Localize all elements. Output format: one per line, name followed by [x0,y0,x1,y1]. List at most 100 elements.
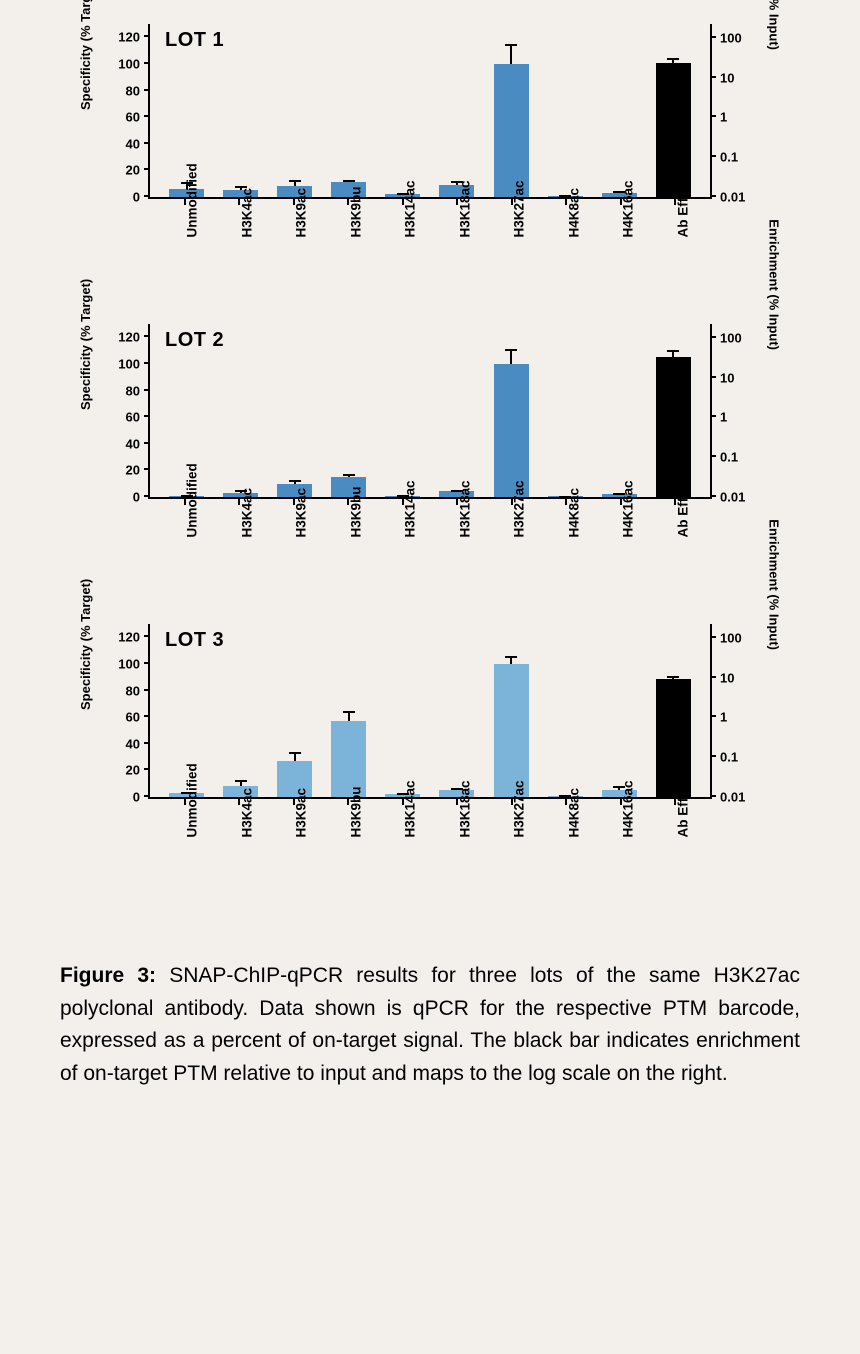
error-bar [348,180,350,183]
figure-caption: Figure 3: SNAP-ChIP-qPCR results for thr… [60,950,800,1090]
chart-panel: Specificity (% Target)Enrichment (% Inpu… [60,620,800,920]
error-bar [294,752,296,761]
figure-container: Specificity (% Target) Enrichment (% Inpu… [60,20,800,1090]
error-bar [672,58,674,63]
tick [710,676,716,678]
error-bar [510,656,512,664]
x-label: H4K8ac [566,503,581,538]
specificity-bar [494,364,529,497]
bar-slot [223,24,258,197]
tick-label: 0.1 [720,150,738,165]
bar-slot [277,624,312,797]
plot-area: LOT 10204060801001200.010.1110100 [148,24,712,199]
x-label: H3K18ac [457,503,472,538]
tick-label: 100 [720,30,742,45]
y2-axis-label: Enrichment (% Input) [767,0,782,50]
x-label: H3K9ac [294,203,309,238]
tick-label: 60 [126,410,140,425]
tick-label: 80 [126,683,140,698]
error-bar [240,780,242,787]
tick [710,795,716,797]
bar-slot [223,324,258,497]
chart-panel: Specificity (% Target)Enrichment (% Inpu… [60,320,800,620]
tick-label: 0.01 [720,490,745,505]
x-label: H3K14ac [403,803,418,838]
x-label: Unmodified [185,503,200,538]
bar-slot [548,324,583,497]
x-label: H4K16ac [621,803,636,838]
tick-label: 10 [720,370,734,385]
bar-slot [602,24,637,197]
specificity-bar [494,64,529,197]
tick-label: 60 [126,710,140,725]
x-label: H3K14ac [403,503,418,538]
specificity-bar [494,664,529,797]
tick-label: 0 [133,790,140,805]
tick-label: 0 [133,490,140,505]
bars-row [150,24,710,197]
bar-slot [223,624,258,797]
error-bar [672,350,674,357]
x-label: Ab Efficiency [675,503,690,538]
bar-slot [548,624,583,797]
tick-label: 40 [126,136,140,151]
y1-axis-label: Specificity (% Target) [78,279,93,410]
bar-slot [494,324,529,497]
tick-label: 20 [126,763,140,778]
tick [710,755,716,757]
y2-ticks: 0.010.1110100 [710,24,716,197]
bar-slot [548,24,583,197]
y1-axis-label: Specificity (% Target) [78,579,93,710]
tick-label: 10 [720,670,734,685]
error-bar [348,474,350,477]
tick-label: 120 [118,630,140,645]
error-bar [294,480,296,484]
tick [710,715,716,717]
caption-text: SNAP-ChIP-qPCR results for three lots of… [60,964,800,1085]
tick-label: 1 [720,110,727,125]
x-label: Ab Efficiency [675,203,690,238]
bar-slot [494,24,529,197]
bar-slot [385,624,420,797]
tick-label: 120 [118,30,140,45]
x-label: H4K8ac [566,203,581,238]
x-label: H3K9bu [348,203,363,238]
x-label: H4K8ac [566,803,581,838]
tick-label: 20 [126,163,140,178]
plot-area: LOT 30204060801001200.010.1110100 [148,624,712,799]
error-bar [672,676,674,679]
x-label: H3K9ac [294,803,309,838]
bar-slot [439,624,474,797]
tick-label: 100 [720,330,742,345]
bar-slot [277,324,312,497]
bar-slot [331,324,366,497]
tick-label: 0.01 [720,190,745,205]
bar-slot [277,24,312,197]
x-label: H3K18ac [457,803,472,838]
bars-row [150,624,710,797]
bar-slot [602,624,637,797]
bars-row [150,324,710,497]
x-label: H3K9bu [348,503,363,538]
y1-axis-label: Specificity (% Target) [78,0,93,110]
error-bar [510,349,512,364]
tick-label: 1 [720,710,727,725]
tick [710,495,716,497]
bar-slot [439,24,474,197]
bar-slot [385,324,420,497]
x-label: H3K4ac [239,203,254,238]
x-label: H3K18ac [457,203,472,238]
tick [710,155,716,157]
tick-label: 10 [720,70,734,85]
tick-label: 0.1 [720,450,738,465]
bar-slot [331,24,366,197]
y2-axis-label: Enrichment (% Input) [767,519,782,650]
error-bar [294,180,296,187]
x-label: H4K16ac [621,203,636,238]
bar-slot [439,324,474,497]
bar-slot [385,24,420,197]
tick-label: 100 [118,356,140,371]
tick-label: 60 [126,110,140,125]
tick-label: 80 [126,383,140,398]
x-label: H3K14ac [403,203,418,238]
